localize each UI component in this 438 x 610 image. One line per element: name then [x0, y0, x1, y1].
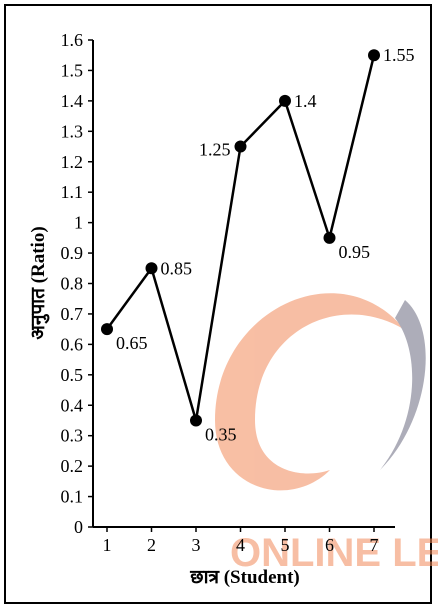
x-tick-label: 3 [192, 535, 201, 555]
y-tick-label: 0.3 [61, 426, 84, 446]
y-axis-label: अनुपात (Ratio) [28, 226, 50, 339]
y-tick-label: 1 [74, 213, 83, 233]
y-tick-label: 1.6 [61, 30, 84, 50]
chart-frame [4, 4, 432, 604]
data-point [368, 49, 380, 62]
watermark-swirl-2 [380, 300, 426, 470]
y-tick-label: 0.8 [61, 274, 84, 294]
data-point [234, 140, 247, 153]
x-tick-label: 2 [147, 535, 156, 555]
y-tick-label: 0.2 [61, 456, 84, 476]
y-tick-label: 1.3 [61, 121, 84, 141]
watermark-logo: ONLINE LEA [215, 293, 438, 575]
x-tick-label: 4 [236, 535, 245, 555]
data-point [145, 262, 158, 275]
data-point [190, 414, 202, 427]
data-label: 0.65 [116, 333, 148, 353]
data-point [323, 231, 336, 244]
watermark-swirl [215, 293, 405, 491]
y-tick-label: 0.4 [61, 395, 84, 415]
data-label: 0.35 [205, 424, 237, 444]
x-tick-label: 1 [103, 535, 112, 555]
data-point [279, 94, 291, 107]
data-point [101, 323, 113, 336]
y-tick-labels: 0 0.1 0.2 0.3 0.4 0.5 0.6 0.7 0.8 0.9 1 1.1 1.2 1.3 1.… [61, 30, 93, 537]
data-labels: 0.65 0.85 0.35 1.25 1.4 0.95 1.55 [116, 45, 415, 444]
y-tick-label: 1.2 [61, 152, 84, 172]
y-tick-label: 0.1 [61, 487, 84, 507]
data-label: 1.55 [383, 45, 415, 65]
data-label: 0.85 [161, 258, 193, 278]
y-tick-label: 1.1 [61, 182, 84, 202]
data-label: 0.95 [339, 242, 371, 262]
y-tick-label: 0 [74, 517, 83, 537]
data-label: 1.25 [199, 140, 231, 160]
watermark-text: ONLINE LEA [230, 531, 438, 575]
x-tick-label: 5 [281, 535, 290, 555]
data-points [101, 49, 380, 427]
y-tick-label: 0.5 [61, 365, 84, 385]
x-axis-label: छात्र (Student) [189, 567, 300, 588]
y-tick-label: 0.9 [61, 243, 84, 263]
y-tick-label: 0.6 [61, 334, 84, 354]
y-tick-label: 0.7 [61, 304, 84, 324]
x-tick-label: 6 [325, 535, 334, 555]
x-tick-label: 7 [370, 535, 379, 555]
y-tick-label: 1.5 [61, 60, 84, 80]
data-label: 1.4 [294, 91, 317, 111]
x-tick-labels: 1 2 3 4 5 6 7 [103, 527, 379, 555]
y-tick-label: 1.4 [61, 91, 84, 111]
